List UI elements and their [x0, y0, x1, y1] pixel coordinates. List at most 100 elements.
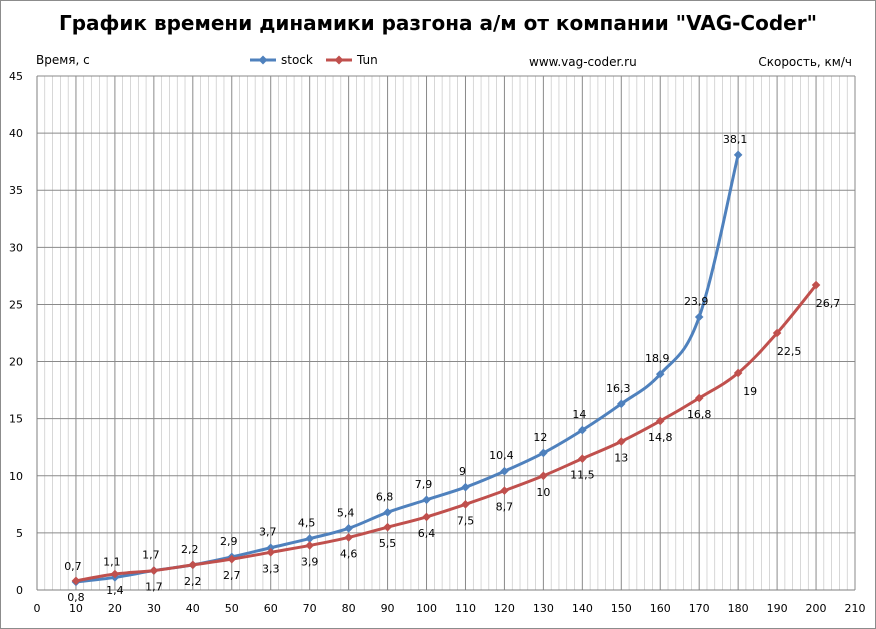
x-tick-label: 60 — [264, 602, 278, 615]
series-point-tun — [539, 471, 548, 481]
y-tick-label: 0 — [16, 584, 23, 597]
data-label-stock: 6,8 — [376, 490, 394, 503]
y-tick-label: 45 — [9, 70, 23, 83]
data-label-stock: 7,9 — [415, 478, 433, 491]
legend-item-tun: Tun — [326, 53, 378, 67]
x-tick-label: 200 — [806, 602, 827, 615]
series-point-stock — [616, 399, 626, 409]
series-point-stock — [655, 369, 665, 379]
data-label-stock: 9 — [459, 465, 466, 478]
series-line-tun — [74, 283, 818, 583]
x-tick-label: 180 — [728, 602, 749, 615]
data-label-stock: 1,7 — [142, 549, 160, 562]
data-label-tun: 11,5 — [570, 469, 595, 482]
data-label-tun: 13 — [614, 452, 628, 465]
data-label-tun: 7,5 — [457, 514, 475, 527]
series-point-tun — [149, 566, 159, 575]
legend-marker-tun — [334, 55, 344, 65]
series-point-stock — [422, 495, 431, 505]
x-tick-label: 190 — [767, 602, 788, 615]
series-point-tun — [772, 328, 782, 338]
legend-label-tun: Tun — [356, 53, 378, 67]
series-point-stock — [266, 543, 276, 553]
series-point-tun — [616, 437, 626, 446]
y-tick-label: 15 — [9, 413, 23, 426]
x-tick-label: 160 — [650, 602, 671, 615]
x-tick-label: 70 — [303, 602, 317, 615]
data-label-tun: 6,4 — [418, 527, 436, 540]
x-tick-label: 140 — [572, 602, 593, 615]
data-label-tun: 16,8 — [687, 408, 712, 421]
x-tick-label: 210 — [845, 602, 866, 615]
series-point-tun — [461, 500, 470, 509]
data-label-stock: 14 — [572, 408, 586, 421]
x-tick-label: 110 — [455, 602, 476, 615]
data-label-tun: 5,5 — [379, 537, 397, 550]
data-label-tun: 10 — [536, 486, 550, 499]
data-label-stock: 5,4 — [337, 506, 355, 519]
y-tick-label: 30 — [9, 241, 23, 254]
x-tick-label: 120 — [494, 602, 515, 615]
series-line-stock — [74, 153, 740, 584]
series-point-stock — [344, 524, 353, 533]
x-tick-label: 130 — [533, 602, 554, 615]
legend-item-stock: stock — [250, 53, 313, 67]
y-tick-label: 40 — [9, 127, 23, 140]
x-tick-label: 100 — [416, 602, 437, 615]
series-point-tun — [305, 541, 314, 550]
x-tick-label: 40 — [186, 602, 200, 615]
series-point-tun — [227, 554, 237, 564]
data-label-tun: 1,4 — [106, 584, 124, 597]
series-point-tun — [578, 454, 587, 463]
data-label-tun: 1,7 — [145, 581, 163, 594]
data-label-tun: 26,7 — [816, 297, 841, 310]
data-label-stock: 0,7 — [64, 560, 82, 573]
series-point-stock — [733, 150, 743, 160]
data-label-stock: 10,4 — [489, 449, 514, 462]
data-label-tun: 3,3 — [262, 562, 280, 575]
x-tick-label: 170 — [689, 602, 710, 615]
x-tick-label: 0 — [34, 602, 41, 615]
y-tick-label: 20 — [9, 356, 23, 369]
data-label-tun: 0,8 — [67, 591, 85, 604]
data-label-stock: 16,3 — [606, 382, 631, 395]
series-point-stock — [305, 534, 314, 543]
data-label-tun: 3,9 — [301, 555, 319, 568]
y-tick-label: 35 — [9, 184, 23, 197]
data-label-tun: 2,7 — [223, 569, 241, 582]
legend-label-stock: stock — [281, 53, 313, 67]
data-label-stock: 2,9 — [220, 535, 238, 548]
series-point-tun — [71, 576, 81, 586]
grid — [36, 75, 856, 591]
data-label-stock: 2,2 — [181, 543, 199, 556]
series-point-tun — [422, 512, 431, 522]
data-label-tun: 2,2 — [184, 575, 202, 588]
series-point-tun — [266, 548, 276, 557]
series-point-tun — [694, 393, 704, 403]
chart-title: График времени динамики разгона а/м от к… — [59, 11, 817, 35]
data-label-stock: 1,1 — [103, 555, 121, 568]
series-point-stock — [539, 448, 548, 458]
data-label-tun: 22,5 — [777, 345, 802, 358]
data-label-tun: 19 — [743, 385, 757, 398]
y-axis-label: Время, с — [36, 53, 90, 67]
series-point-tun — [188, 560, 198, 570]
data-label-tun: 4,6 — [340, 547, 358, 560]
y-tick-label: 25 — [9, 298, 23, 311]
x-tick-label: 50 — [225, 602, 239, 615]
data-label-stock: 3,7 — [259, 526, 277, 539]
data-label-stock: 12 — [533, 431, 547, 444]
y-tick-label: 10 — [9, 470, 23, 483]
data-label-tun: 8,7 — [496, 501, 514, 514]
y-tick-label: 5 — [16, 527, 23, 540]
series-point-tun — [110, 569, 120, 579]
series-point-tun — [500, 486, 509, 495]
site-annotation: www.vag-coder.ru — [529, 55, 637, 69]
series-point-stock — [500, 466, 509, 476]
series-point-tun — [383, 522, 392, 532]
x-tick-label: 150 — [611, 602, 632, 615]
x-tick-label: 80 — [342, 602, 356, 615]
series-point-tun — [344, 533, 353, 542]
data-label-stock: 38,1 — [723, 133, 748, 146]
